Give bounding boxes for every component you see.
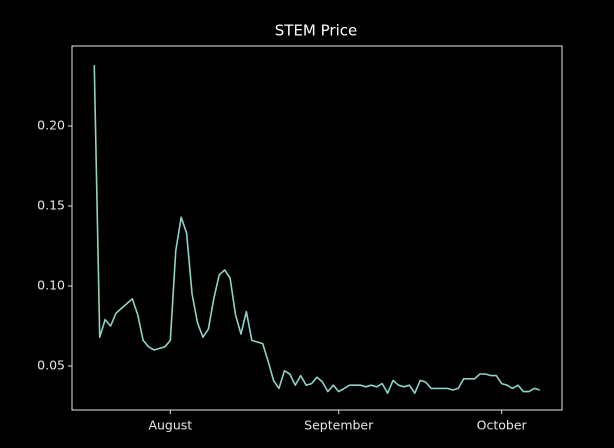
chart-title: STEM Price [275, 22, 357, 40]
axes-frame [71, 45, 563, 411]
x-tick-label: August [148, 418, 192, 433]
y-tick-label: 0.15 [37, 198, 65, 213]
y-tick-label: 0.20 [37, 118, 65, 133]
x-tick-label: October [477, 418, 528, 433]
x-tick-label: September [304, 418, 374, 433]
y-tick-label: 0.10 [37, 278, 65, 293]
y-tick-label: 0.05 [37, 358, 65, 373]
price-line [93, 65, 540, 394]
